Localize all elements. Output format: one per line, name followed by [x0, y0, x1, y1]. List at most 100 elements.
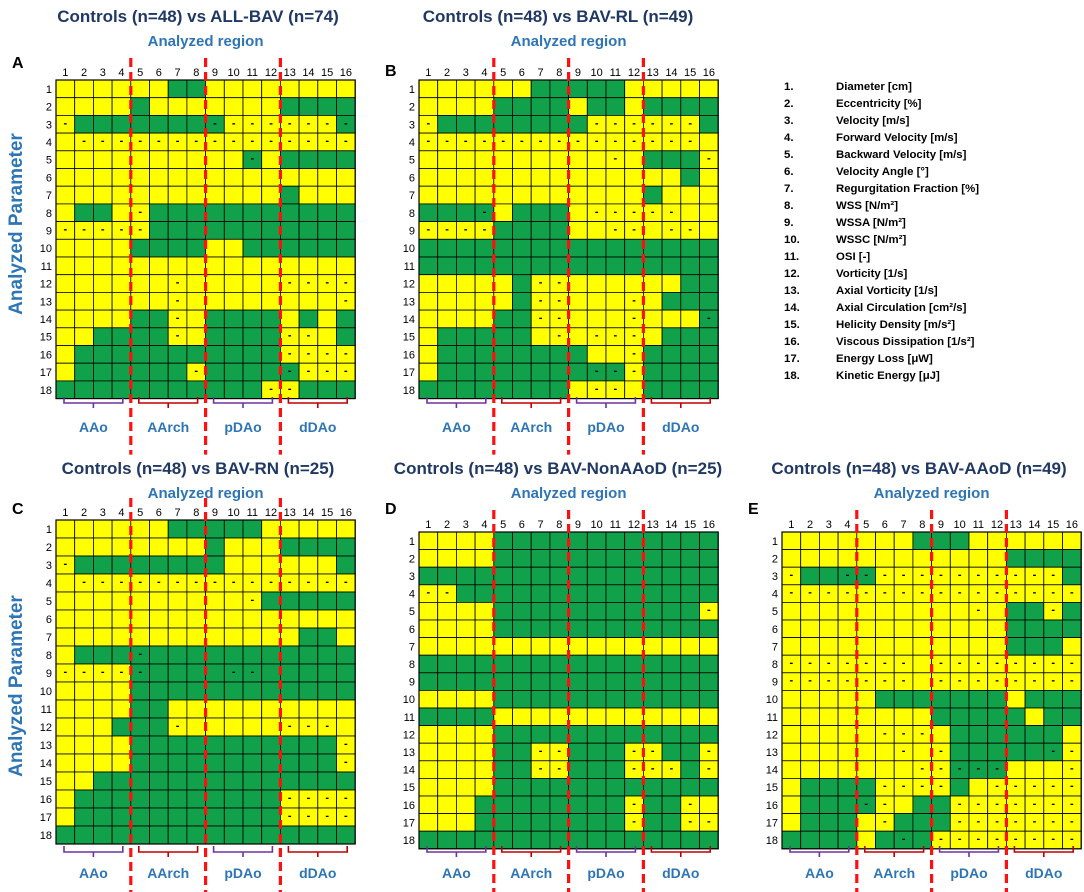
panel-b-cell [493, 380, 513, 399]
panel-a-col-tick: 12 [265, 67, 277, 79]
panel-b-row-tick: 11 [404, 261, 415, 273]
panel-b-cell [549, 150, 570, 169]
panel-b-cell [586, 238, 607, 258]
panel-a-cell [261, 309, 281, 329]
panel-d-cell [624, 602, 644, 621]
panel-a-cell [336, 185, 356, 205]
panel-a-dot-marker: - [176, 135, 180, 147]
panel-d-group-label: pDAo [587, 865, 624, 881]
panel-b-cell [437, 380, 457, 399]
panel-e-cell [1024, 637, 1045, 656]
panel-e-cell [856, 531, 876, 551]
panel-d-cell [699, 637, 719, 656]
panel-b-row-tick: 6 [409, 172, 415, 184]
panel-a-cell [74, 327, 94, 346]
legend-item-number: 4. [784, 132, 794, 144]
panel-b-cell [512, 327, 532, 346]
panel-d-cell [455, 531, 476, 551]
panel-a-cell [55, 132, 76, 152]
panel-b-cell [437, 203, 457, 222]
panel-c-col-tick: 4 [118, 507, 124, 519]
panel-e-cell [968, 619, 989, 639]
panel-c-cell [111, 537, 132, 557]
panel-d-cell [568, 830, 588, 850]
panel-d-cell [605, 602, 626, 621]
panel-c-bracket-pdao [212, 846, 274, 857]
panel-c-cell [55, 537, 76, 557]
panel-d-cell [643, 619, 663, 639]
panel-c-cell [261, 519, 281, 539]
panel-b-cell [643, 79, 663, 99]
panel-c-cell [74, 537, 94, 557]
panel-b-cell [437, 327, 457, 346]
panel-d-cell [512, 813, 532, 832]
panel-d-cell [418, 813, 439, 832]
panel-c-row-tick: 4 [46, 578, 52, 590]
panel-b-cell [455, 185, 476, 205]
panel-a-cell [223, 79, 244, 99]
panel-e-xlabel: Analyzed region [874, 485, 990, 502]
panel-c-cell [261, 771, 281, 791]
panel-b-dot-marker: - [483, 206, 487, 218]
panel-e-cell [968, 549, 989, 568]
panel-c-bracket-aao [63, 846, 124, 857]
panel-a-col-tick: 16 [340, 67, 352, 79]
panel-a-cell [149, 221, 169, 240]
panel-d-cell [586, 760, 607, 779]
panel-e-row-tick: 15 [766, 782, 778, 794]
panel-c-cell [149, 753, 169, 773]
panel-d-cell [568, 795, 588, 815]
panel-e-cell [856, 637, 876, 656]
panel-c-cell [167, 699, 188, 719]
panel-c-dot-marker: - [232, 666, 236, 678]
panel-a-cell [111, 380, 132, 399]
panel-e-dot-marker: - [846, 675, 850, 687]
panel-a-cell [317, 291, 337, 311]
panel-c-cell [167, 609, 188, 629]
panel-b-dot-marker: - [595, 365, 599, 377]
panel-e-cell [949, 531, 970, 551]
panel-c-cell [279, 555, 300, 575]
panel-b-cell [699, 345, 719, 364]
panel-d-cell [437, 531, 457, 551]
panel-b-dot-marker: - [632, 135, 636, 147]
panel-e-cell [1024, 549, 1045, 568]
panel-b-dot-marker: - [670, 117, 674, 129]
panel-e-dot-marker: - [920, 763, 924, 775]
panel-e-row-tick: 7 [772, 641, 778, 653]
panel-e-dot-marker: - [846, 587, 850, 599]
panel-e-dot-marker: - [995, 815, 999, 827]
panel-b-dot-marker: - [632, 206, 636, 218]
panel-a-cell [298, 168, 319, 187]
panel-e-cell [968, 742, 989, 762]
panel-a-cell [317, 256, 337, 276]
panel-e-cell [968, 690, 989, 709]
panel-a-dot-marker: - [101, 223, 105, 235]
panel-e-cell [1062, 602, 1082, 621]
panel-c-cell [298, 519, 319, 539]
panel-c-cell [186, 735, 206, 755]
panel-a-cell [93, 362, 113, 382]
panel-b-cell [512, 380, 532, 399]
panel-e-dot-marker: - [864, 569, 868, 581]
panel-a-cell [93, 150, 113, 169]
panel-d-cell [512, 654, 532, 674]
panel-b-cell [530, 345, 551, 364]
panel-a-cell [130, 291, 150, 311]
panel-c-dot-marker: - [344, 576, 348, 588]
panel-d-dot-marker: - [707, 745, 711, 757]
panel-c-cell [261, 825, 281, 845]
panel-b-cell [530, 97, 551, 116]
panel-b-cell [455, 79, 476, 99]
panel-a-dot-marker: - [344, 347, 348, 359]
panel-e-dot-marker: - [864, 675, 868, 687]
panel-c-cell [261, 753, 281, 773]
panel-c-cell [55, 645, 76, 665]
panel-c-dot-marker: - [307, 720, 311, 732]
panel-c-cell [149, 807, 169, 827]
panel-a-cell [111, 274, 132, 293]
panel-c-cell [55, 681, 76, 701]
panel-d-cell [512, 531, 532, 551]
panel-a-dot-marker: - [269, 117, 273, 129]
panel-d-cell [680, 778, 700, 797]
